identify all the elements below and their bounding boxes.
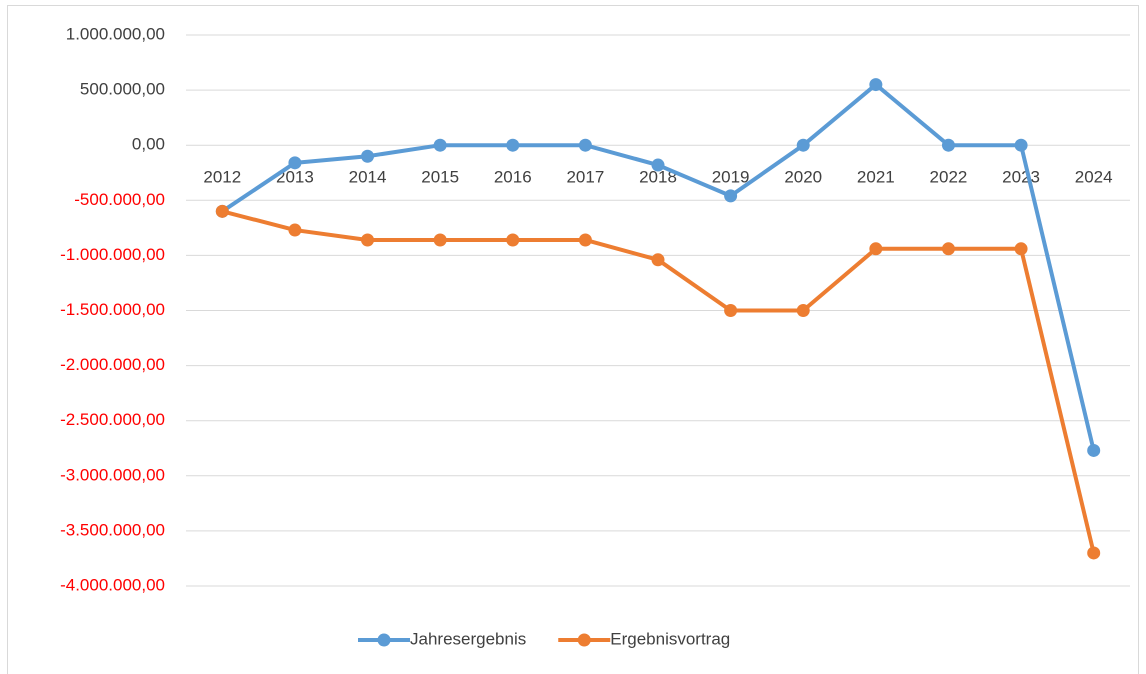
data-point [578, 138, 592, 152]
data-point [433, 233, 447, 247]
x-tick-label: 2021 [857, 168, 895, 187]
data-point [1087, 546, 1101, 560]
y-tick-label: -2.000.000,00 [60, 355, 165, 374]
x-tick-label: 2013 [276, 168, 314, 187]
data-point [869, 78, 883, 92]
data-point [361, 149, 375, 163]
data-point [506, 233, 520, 247]
data-point [724, 189, 738, 203]
data-point [796, 304, 810, 317]
y-tick-label: -3.000.000,00 [60, 465, 165, 484]
data-point [506, 138, 520, 152]
data-point [1087, 443, 1101, 457]
data-point [578, 233, 592, 247]
legend-label: Jahresergebnis [410, 629, 526, 648]
data-point [215, 204, 229, 218]
x-tick-label: 2023 [1002, 168, 1040, 187]
data-point [1014, 242, 1028, 256]
y-tick-label: 1.000.000,00 [66, 24, 165, 43]
y-tick-label: 0,00 [132, 135, 165, 154]
x-tick-label: 2019 [712, 168, 750, 187]
x-tick-label: 2015 [421, 168, 459, 187]
y-tick-label: -1.000.000,00 [60, 245, 165, 264]
y-tick-label: -3.500.000,00 [60, 520, 165, 539]
x-tick-label: 2012 [203, 168, 241, 187]
x-tick-label: 2017 [566, 168, 604, 187]
data-point [1014, 138, 1028, 152]
y-tick-label: 500.000,00 [80, 80, 165, 99]
chart-frame [7, 5, 1139, 674]
y-tick-label: -4.000.000,00 [60, 575, 165, 594]
series-line [221, 82, 1096, 451]
data-point [651, 158, 665, 172]
legend-label: Ergebnisvortrag [610, 629, 730, 648]
legend-marker [577, 633, 591, 647]
data-point [941, 242, 955, 256]
legend-marker [377, 633, 391, 647]
data-point [796, 138, 810, 152]
x-tick-label: 2022 [930, 168, 968, 187]
x-tick-label: 2016 [494, 168, 532, 187]
data-point [433, 138, 447, 152]
data-point [651, 253, 665, 267]
data-point [288, 223, 302, 237]
x-tick-label: 2024 [1075, 168, 1113, 187]
x-tick-label: 2014 [349, 168, 387, 187]
x-tick-label: 2018 [639, 168, 677, 187]
y-tick-label: -1.500.000,00 [60, 300, 165, 319]
data-point [869, 242, 883, 256]
x-tick-label: 2020 [784, 168, 822, 187]
data-point [724, 304, 738, 317]
data-point [288, 156, 302, 170]
y-tick-label: -2.500.000,00 [60, 410, 165, 429]
data-point [941, 138, 955, 152]
y-tick-label: -500.000,00 [74, 190, 165, 209]
data-point [361, 233, 375, 247]
